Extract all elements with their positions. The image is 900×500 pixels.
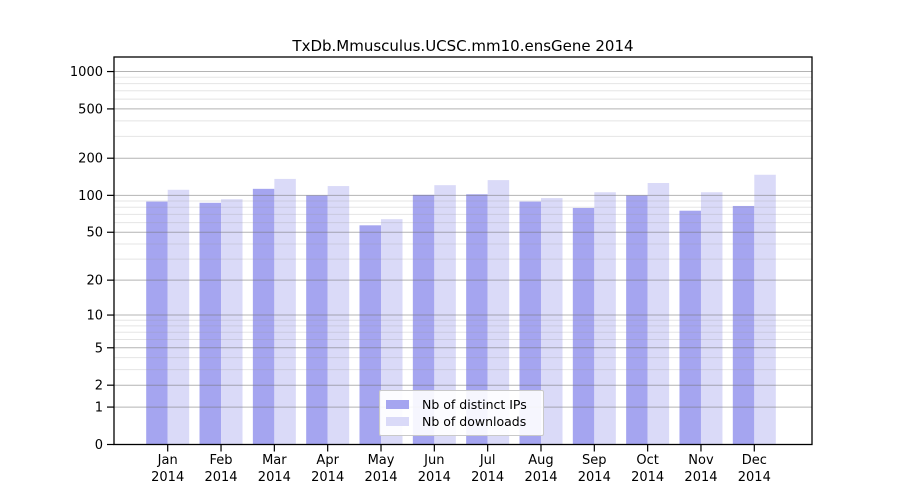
bar-nb-of-distinct-ips-mar	[252, 188, 275, 445]
bar-nb-of-distinct-ips-dec	[732, 205, 755, 445]
bar-nb-of-downloads-may	[381, 219, 403, 445]
bar-nb-of-distinct-ips-jun	[412, 194, 435, 445]
x-tick-label-year-jun: 2014	[418, 470, 451, 485]
x-tick-label-year-dec: 2014	[738, 470, 771, 485]
y-tick-label-200: 200	[78, 152, 103, 167]
legend: Nb of distinct IPs Nb of downloads	[379, 390, 544, 436]
y-tick-label-5: 5	[95, 341, 103, 356]
legend-label-downloads: Nb of downloads	[422, 414, 527, 429]
bar-nb-of-downloads-feb	[221, 199, 243, 445]
bar-nb-of-downloads-dec	[754, 174, 776, 445]
x-tick-label-month-feb: Feb	[210, 453, 233, 468]
x-tick-label-month-jan: Jan	[157, 453, 178, 468]
y-tick-label-50: 50	[86, 226, 103, 241]
y-tick-label-20: 20	[86, 274, 103, 289]
bar-nb-of-distinct-ips-may	[359, 225, 382, 445]
bar-nb-of-downloads-mar	[274, 178, 296, 445]
x-tick-label-month-sep: Sep	[582, 453, 607, 468]
y-tick-label-100: 100	[78, 189, 103, 204]
bar-nb-of-downloads-nov	[700, 192, 723, 445]
y-tick-label-1000: 1000	[70, 65, 103, 80]
y-tick-label-1: 1	[95, 401, 103, 416]
x-tick-label-year-nov: 2014	[684, 470, 717, 485]
x-tick-label-year-jul: 2014	[471, 470, 504, 485]
x-tick-label-year-mar: 2014	[258, 470, 291, 485]
x-tick-label-month-mar: Mar	[262, 453, 287, 468]
bar-nb-of-distinct-ips-aug	[519, 201, 541, 445]
bar-nb-of-downloads-jan	[167, 189, 190, 445]
y-tick-label-2: 2	[95, 379, 103, 394]
bar-nb-of-distinct-ips-jan	[146, 201, 168, 445]
y-tick-label-0: 0	[95, 438, 103, 453]
x-tick-label-month-nov: Nov	[688, 453, 714, 468]
x-tick-label-month-apr: Apr	[316, 453, 339, 468]
legend-label-distinct-ips: Nb of distinct IPs	[422, 397, 527, 412]
y-tick-label-500: 500	[78, 102, 103, 117]
bar-nb-of-distinct-ips-apr	[306, 195, 328, 445]
legend-swatch-distinct-ips	[386, 400, 409, 409]
x-tick-label-year-oct: 2014	[631, 470, 664, 485]
bar-nb-of-distinct-ips-feb	[199, 202, 222, 445]
x-tick-label-month-jun: Jun	[423, 453, 444, 468]
x-tick-label-year-feb: 2014	[204, 470, 237, 485]
bar-nb-of-downloads-oct	[647, 183, 670, 445]
x-tick-label-month-oct: Oct	[636, 453, 658, 468]
legend-swatch-downloads	[386, 417, 409, 426]
x-tick-label-month-jul: Jul	[479, 453, 496, 468]
x-tick-label-year-apr: 2014	[311, 470, 344, 485]
legend-item-distinct-ips: Nb of distinct IPs	[386, 396, 535, 413]
bar-nb-of-distinct-ips-jul	[466, 194, 488, 445]
bar-nb-of-downloads-sep	[594, 192, 616, 445]
x-tick-label-year-jan: 2014	[151, 470, 184, 485]
bar-nb-of-downloads-jul	[487, 180, 510, 445]
x-tick-label-year-may: 2014	[364, 470, 397, 485]
chart-title: TxDb.Mmusculus.UCSC.mm10.ensGene 2014	[292, 37, 634, 55]
legend-item-downloads: Nb of downloads	[386, 413, 535, 430]
x-tick-label-year-sep: 2014	[578, 470, 611, 485]
y-tick-label-10: 10	[86, 309, 103, 324]
x-tick-label-month-may: May	[368, 453, 395, 468]
bar-nb-of-distinct-ips-oct	[626, 195, 648, 445]
x-tick-label-month-aug: Aug	[528, 453, 553, 468]
bar-nb-of-downloads-aug	[540, 198, 563, 445]
x-tick-label-year-aug: 2014	[524, 470, 557, 485]
x-tick-label-month-dec: Dec	[742, 453, 767, 468]
plot-frame	[113, 56, 813, 446]
bar-nb-of-distinct-ips-nov	[679, 210, 701, 445]
